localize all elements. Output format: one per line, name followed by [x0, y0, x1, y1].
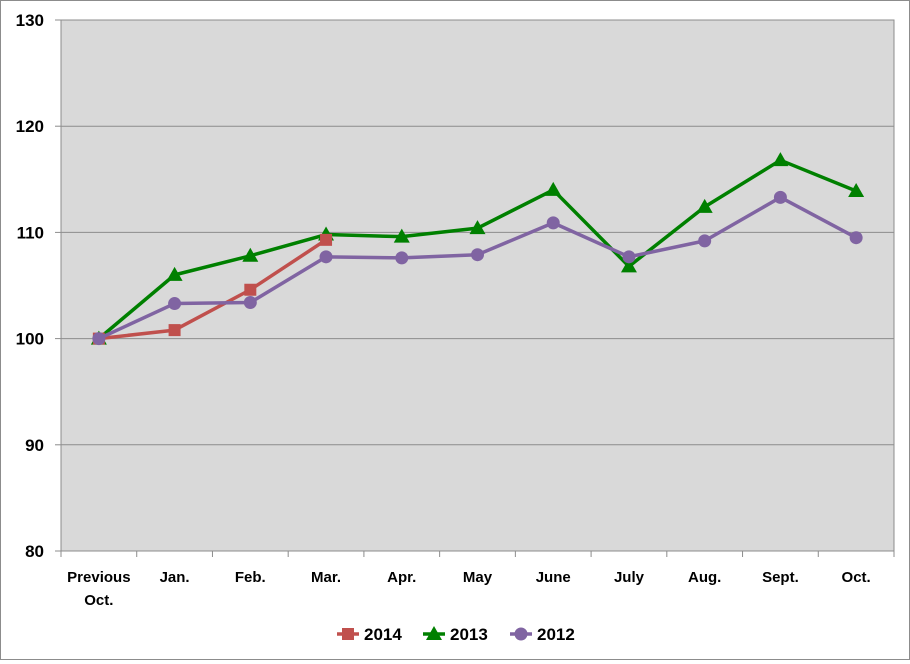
- data-point-2012-8: [698, 234, 712, 248]
- data-point-2012-10: [849, 231, 863, 245]
- data-point-2013-7: [620, 258, 637, 273]
- x-tick-line: Feb.: [235, 569, 266, 586]
- series-layer: [90, 152, 865, 346]
- legend-marker-2013: [426, 626, 442, 640]
- legend: 2014 2013 2012: [337, 625, 575, 644]
- x-tick-label: Apr.: [387, 569, 416, 586]
- x-axis: Previous Oct. Jan. Feb. Mar. Apr. May June July A…: [60, 550, 895, 609]
- data-point-2012-6: [546, 216, 560, 230]
- y-tick-label-100: 100: [16, 330, 44, 349]
- legend-item-2014: 2014: [337, 625, 402, 644]
- data-point-2013-1: [166, 266, 183, 281]
- data-point-2013-8: [696, 198, 713, 213]
- x-tick-line: Oct.: [84, 592, 113, 609]
- data-point-2013-10: [848, 182, 865, 197]
- x-tick-line: Previous: [67, 569, 130, 586]
- legend-label-2013: 2013: [450, 625, 488, 644]
- x-tick-label: Mar.: [311, 569, 341, 586]
- x-tick-label: Sept.: [762, 569, 799, 586]
- x-tick-line: July: [614, 569, 645, 586]
- legend-label-2014: 2014: [364, 625, 402, 644]
- x-tick-label: Jan.: [160, 569, 190, 586]
- x-tick-line: Apr.: [387, 569, 416, 586]
- x-tick-label: July: [614, 569, 645, 586]
- x-tick-line: Sept.: [762, 569, 799, 586]
- y-tick-label-130: 130: [16, 11, 44, 30]
- x-tick-label: Aug.: [688, 569, 721, 586]
- x-tick-line: Oct.: [842, 569, 871, 586]
- data-point-2014-1: [168, 324, 181, 337]
- x-tick-label: June: [536, 569, 571, 586]
- data-point-2012-4: [395, 251, 409, 265]
- data-point-2013-6: [545, 181, 562, 196]
- y-tick-label-120: 120: [16, 117, 44, 136]
- data-point-2012-0: [92, 332, 106, 346]
- y-axis: 80 90 100 110 120 130: [16, 11, 62, 561]
- x-tick-label: Feb.: [235, 569, 266, 586]
- x-tick-label: May: [463, 569, 493, 586]
- data-point-2012-1: [168, 297, 182, 311]
- legend-marker-2012: [514, 627, 528, 641]
- legend-item-2012: 2012: [510, 625, 575, 644]
- data-point-2012-2: [243, 295, 257, 309]
- data-point-2013-2: [242, 247, 259, 262]
- data-point-2013-4: [393, 228, 410, 243]
- y-tick-label-110: 110: [17, 223, 44, 242]
- series-2012: [92, 190, 863, 346]
- x-tick-line: June: [536, 569, 571, 586]
- plot-area: [60, 19, 895, 552]
- data-point-2012-3: [319, 250, 333, 264]
- legend-label-2012: 2012: [537, 625, 575, 644]
- legend-item-2013: 2013: [423, 625, 488, 644]
- y-tick-label-80: 80: [25, 542, 44, 561]
- data-point-2012-9: [773, 190, 787, 204]
- x-tick-line: Mar.: [311, 569, 341, 586]
- series-line-2014: [98, 238, 328, 341]
- data-point-2014-3: [320, 233, 333, 246]
- y-tick-label-90: 90: [25, 436, 44, 455]
- data-point-2012-5: [471, 248, 484, 262]
- x-tick-label: Previous Oct.: [67, 569, 130, 609]
- x-tick-line: May: [463, 569, 493, 586]
- data-point-2013-5: [469, 220, 486, 235]
- x-tick-label: Oct.: [842, 569, 871, 586]
- data-point-2012-7: [622, 250, 636, 264]
- data-point-2014-2: [244, 283, 257, 296]
- x-tick-line: Jan.: [160, 569, 190, 586]
- data-point-2013-9: [772, 152, 789, 167]
- x-tick-line: Aug.: [688, 569, 721, 586]
- legend-marker-2014: [342, 628, 354, 640]
